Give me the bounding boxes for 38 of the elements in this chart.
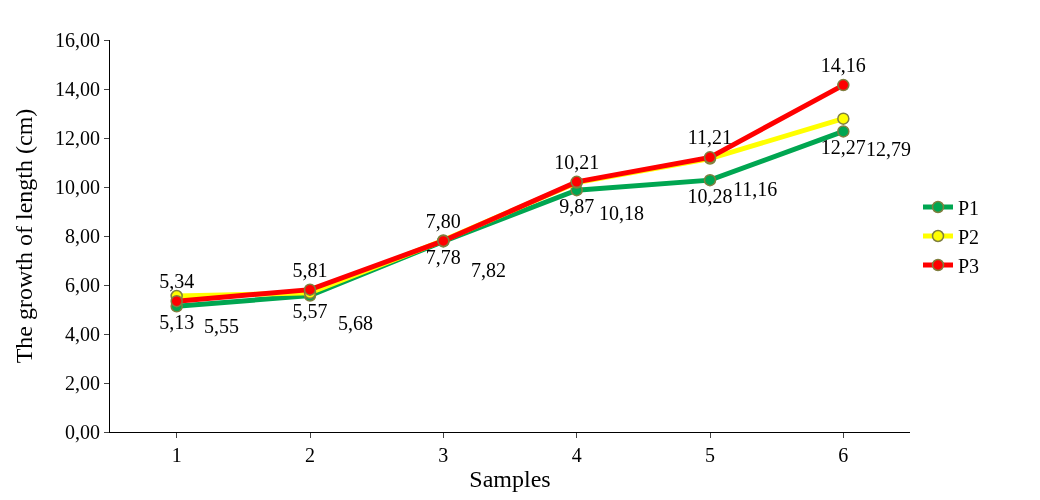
y-tick-label: 10,00 <box>55 176 100 198</box>
x-tick-label: 2 <box>305 444 315 466</box>
data-label: 11,16 <box>733 178 778 200</box>
legend-label: P3 <box>958 254 980 277</box>
x-tick-label: 1 <box>171 444 182 466</box>
x-tick-label: 3 <box>438 444 449 466</box>
y-tick-label: 8,00 <box>65 225 100 247</box>
x-tick-label: 6 <box>838 444 849 466</box>
legend-label: P2 <box>958 225 980 248</box>
data-label: 7,82 <box>471 259 506 281</box>
y-tick-label: 0,00 <box>65 421 100 443</box>
data-label: 11,21 <box>687 126 733 149</box>
y-tick-label: 12,00 <box>55 127 100 149</box>
data-label: 5,57 <box>292 300 328 323</box>
x-tick-label: 5 <box>705 444 715 466</box>
x-axis-title: Samples <box>469 466 551 493</box>
data-label: 5,68 <box>338 312 373 334</box>
data-label: 9,87 <box>559 195 595 218</box>
data-label: 10,18 <box>599 202 644 224</box>
data-label: 12,27 <box>820 136 866 159</box>
data-label: 10,21 <box>554 150 600 173</box>
data-label: 5,55 <box>204 315 239 337</box>
data-label: 7,80 <box>425 210 461 233</box>
y-tick-label: 6,00 <box>65 274 100 296</box>
data-label: 7,78 <box>425 246 461 269</box>
data-label: 12,79 <box>866 138 911 160</box>
data-label: 5,81 <box>292 258 328 281</box>
x-tick-label: 4 <box>571 444 582 466</box>
legend-label: P1 <box>958 196 980 219</box>
y-axis-title: The growth of length (cm) <box>11 108 38 364</box>
y-tick-label: 16,00 <box>55 29 100 51</box>
y-tick-label: 14,00 <box>55 78 100 100</box>
y-tick-label: 2,00 <box>65 372 100 394</box>
y-tick-label: 4,00 <box>65 323 100 345</box>
data-label: 14,16 <box>820 54 866 77</box>
data-label: 5,13 <box>159 311 195 334</box>
data-label: 10,28 <box>687 185 733 208</box>
data-label: 5,34 <box>159 270 195 293</box>
